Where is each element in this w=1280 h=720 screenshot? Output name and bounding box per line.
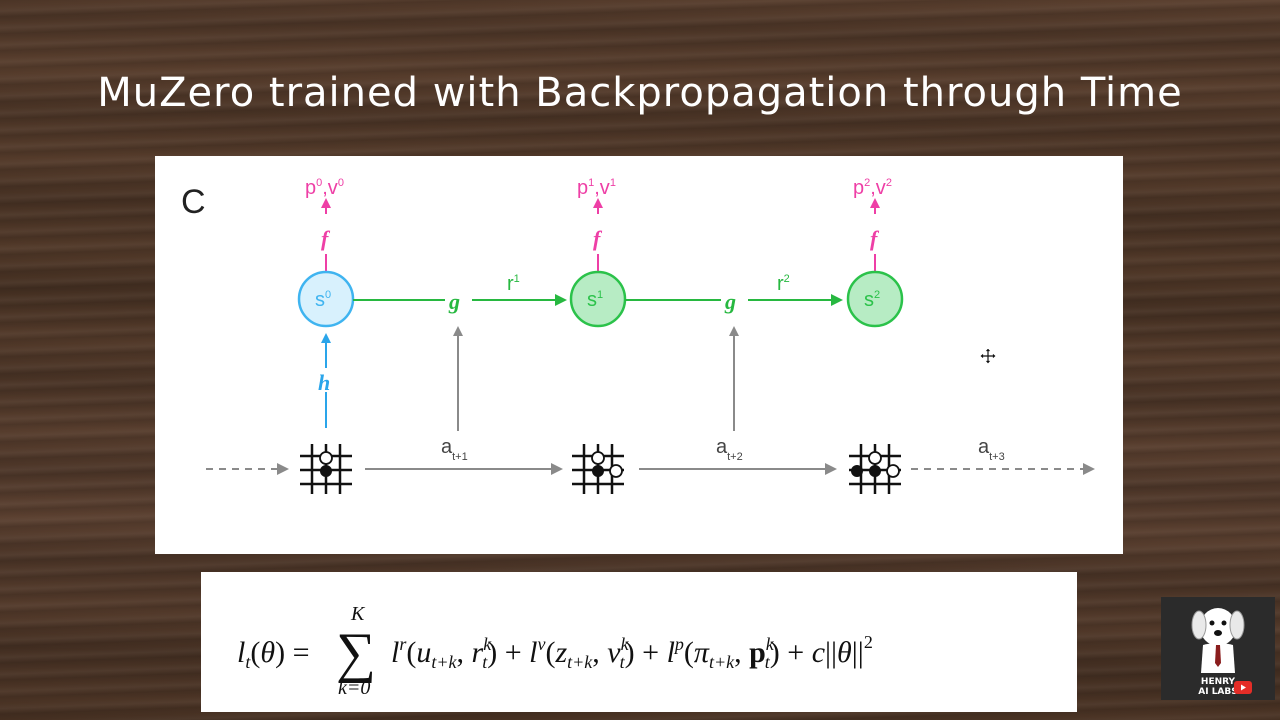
youtube-icon	[1234, 681, 1252, 694]
loss-formula: lt(θ) = K ∑ k=0 lr(ut+k, rk t) + lv(zt+k,…	[237, 603, 873, 699]
prediction-fn-label-1: f	[593, 226, 603, 251]
prediction-fn-label-0: f	[321, 226, 331, 251]
state-label-1: s1	[587, 289, 603, 311]
muzero-diagram-panel: C p0,v0 f s0 h g r1 p1,v1 f s1 g r2 p2,v…	[155, 156, 1123, 554]
loss-formula-left: lt(θ) =	[237, 636, 310, 672]
sum-lower-limit: k=0	[338, 677, 370, 699]
state-label-2: s2	[864, 289, 880, 311]
dynamics-fn-label-2: g	[724, 289, 736, 314]
action-label-1: at+1	[441, 436, 468, 463]
panel-label: C	[181, 183, 206, 221]
logo-text: HENRY AI LABS	[1198, 677, 1238, 697]
action-label-3: at+3	[978, 436, 1005, 463]
dog-mascot-icon	[1191, 608, 1245, 673]
muzero-diagram: C p0,v0 f s0 h g r1 p1,v1 f s1 g r2 p2,v…	[181, 177, 1095, 494]
representation-fn-label: h	[318, 370, 330, 395]
output-label-0: p0,v0	[305, 177, 344, 199]
sum-symbol: ∑	[336, 622, 376, 684]
dynamics-fn-label-1: g	[448, 289, 460, 314]
state-node-2	[846, 270, 904, 328]
action-label-2: at+2	[716, 436, 743, 463]
state-label-0: s0	[315, 289, 331, 311]
output-label-1: p1,v1	[577, 177, 616, 199]
output-label-2: p2,v2	[853, 177, 892, 199]
board-2-icon	[849, 444, 901, 494]
slide-title: MuZero trained with Backpropagation thro…	[97, 70, 1183, 116]
board-0-icon	[300, 444, 352, 494]
prediction-fn-label-2: f	[870, 226, 880, 251]
board-1-icon	[572, 444, 624, 494]
move-cursor-icon	[979, 347, 997, 365]
henry-ai-labs-logo: HENRY AI LABS	[1161, 597, 1275, 700]
reward-label-2: r2	[777, 273, 790, 295]
sum-upper-limit: K	[350, 603, 366, 625]
reward-label-1: r1	[507, 273, 520, 295]
loss-formula-right: lr(ut+k, rk t) + lv(zt+k, vk t) + lp(πt+k,…	[391, 632, 873, 672]
loss-formula-panel: lt(θ) = K ∑ k=0 lr(ut+k, rk t) + lv(zt+k,…	[201, 572, 1077, 712]
